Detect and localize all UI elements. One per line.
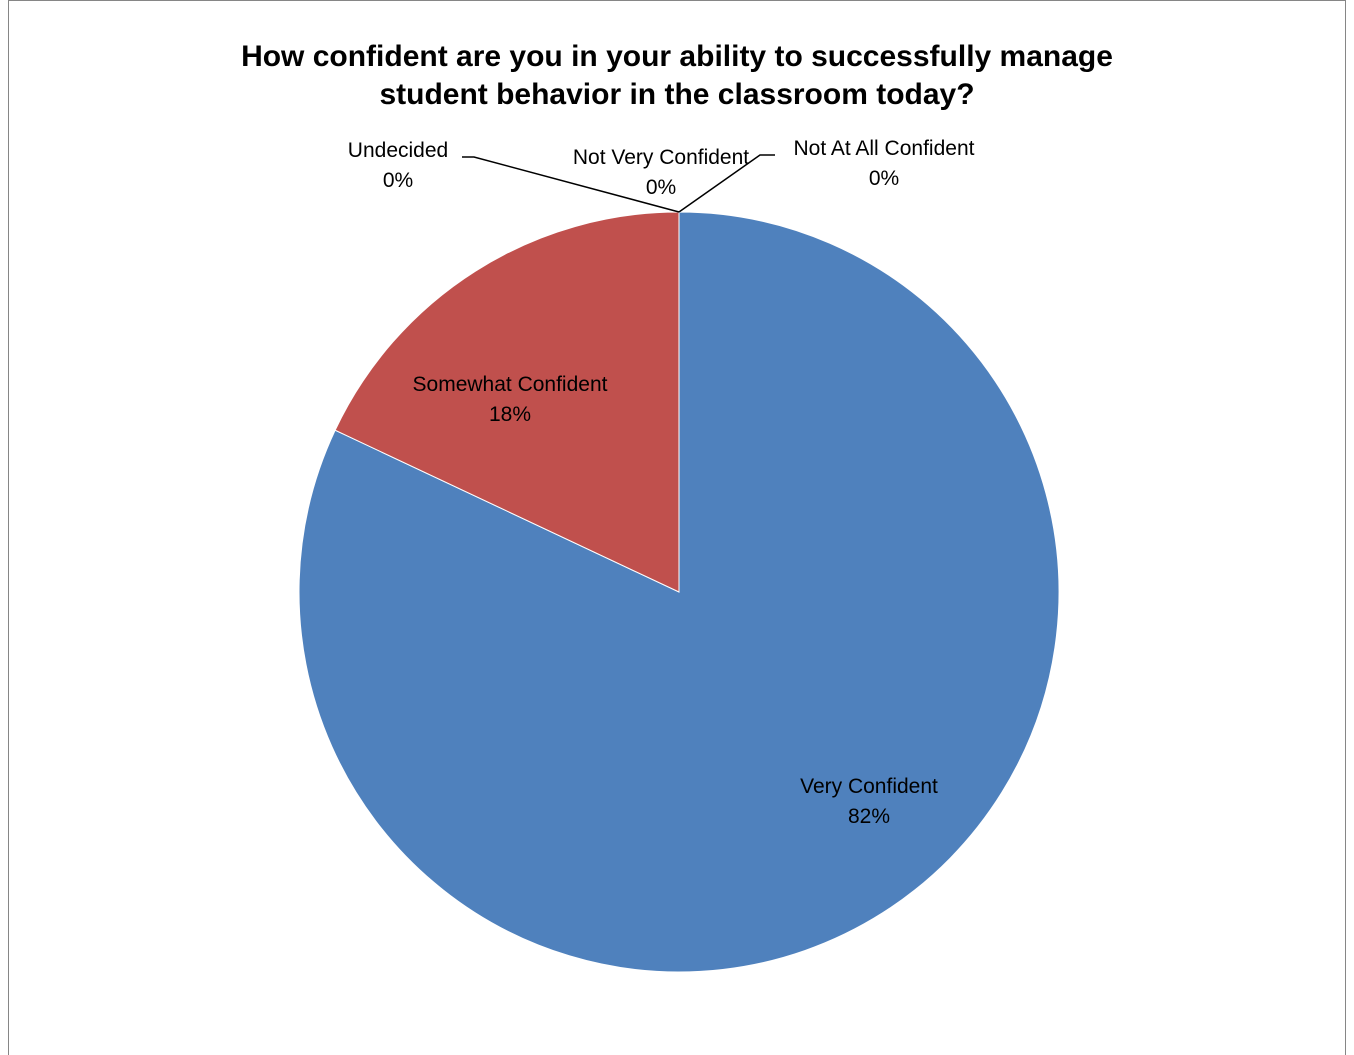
pie-slice-somewhat-confident <box>334 211 680 593</box>
data-percent-not-at-all-confident: 0% <box>869 167 899 190</box>
data-label-somewhat-confident: Somewhat Confident <box>413 373 608 396</box>
data-label-undecided: Undecided <box>348 139 448 162</box>
leader-line-undecided <box>462 156 680 213</box>
data-label-not-at-all-confident: Not At All Confident <box>794 137 975 160</box>
data-label-very-confident: Very Confident <box>800 775 938 798</box>
data-percent-somewhat-confident: 18% <box>489 403 531 426</box>
data-percent-very-confident: 82% <box>848 805 890 828</box>
data-percent-not-very-confident: 0% <box>646 176 676 199</box>
data-labels: Very Confident 82% Somewhat Confident 18% Un… <box>348 137 975 828</box>
chart-title: How confident are you in your ability to… <box>241 40 1113 111</box>
pie-slices <box>298 211 1060 973</box>
leader-line-not-at-all-confident <box>678 154 775 213</box>
data-percent-undecided: 0% <box>383 169 413 192</box>
leader-lines <box>462 154 775 213</box>
data-label-not-very-confident: Not Very Confident <box>573 146 749 169</box>
